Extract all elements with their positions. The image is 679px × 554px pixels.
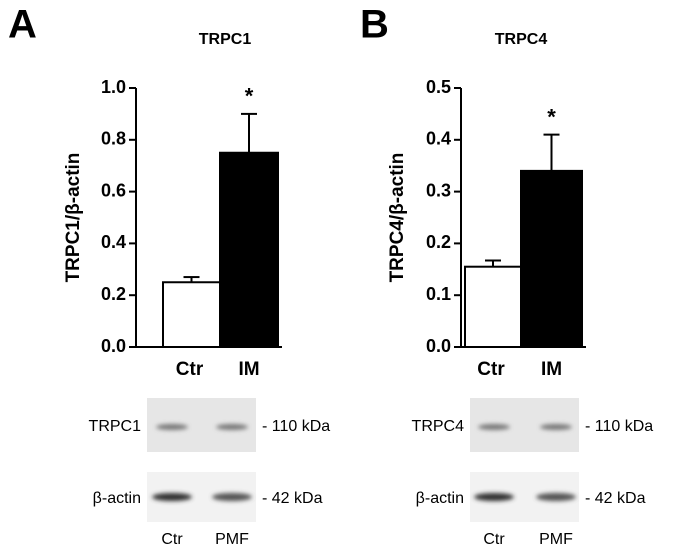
y-tick-label: 1.0 [101, 77, 126, 97]
blot-lane-label: Ctr [483, 531, 505, 548]
blot-row-label: TRPC1 [89, 418, 142, 435]
blot-size-label: - 42 kDa [262, 490, 323, 507]
y-tick-label: 0.5 [426, 77, 451, 97]
chart-title: TRPC1 [199, 31, 252, 48]
blot-band [216, 424, 248, 430]
y-tick-label: 0.4 [101, 232, 126, 252]
y-tick-label: 0.6 [101, 180, 126, 200]
blot-band [152, 493, 192, 501]
y-axis-label: TRPC1/β-actin [63, 153, 84, 283]
y-tick-label: 0.2 [426, 232, 451, 252]
bar [520, 169, 583, 348]
panel-letter: A [8, 3, 37, 47]
y-tick-label: 0.2 [101, 284, 126, 304]
bar [464, 265, 522, 348]
y-tick-label: 0.8 [101, 129, 126, 149]
panel-letter: B [360, 3, 389, 47]
blot-row-label: β-actin [93, 490, 141, 507]
significance-mark: * [547, 104, 556, 129]
blot-size-label: - 110 kDa [262, 418, 330, 435]
blot-band [474, 493, 514, 501]
blot-band [212, 493, 252, 501]
x-tick-label: Ctr [477, 359, 505, 380]
bar [219, 151, 279, 348]
y-tick-label: 0.0 [426, 336, 451, 356]
blot-lane-label: Ctr [161, 531, 183, 548]
chart-title: TRPC4 [495, 31, 548, 48]
blot-size-label: - 110 kDa [585, 418, 653, 435]
y-tick-label: 0.0 [101, 336, 126, 356]
significance-mark: * [245, 84, 254, 109]
blot-row-label: TRPC4 [412, 418, 465, 435]
y-tick-label: 0.1 [426, 284, 451, 304]
blot-lane-label: PMF [215, 531, 249, 548]
bar [162, 281, 221, 348]
blot-band [478, 424, 510, 430]
x-tick-label: IM [238, 359, 259, 380]
y-axis-label: TRPC4/β-actin [387, 153, 408, 283]
blot-band [156, 424, 188, 430]
y-tick-label: 0.3 [426, 180, 451, 200]
x-tick-label: IM [541, 359, 562, 380]
x-tick-label: Ctr [176, 359, 204, 380]
blot-size-label: - 42 kDa [585, 490, 646, 507]
y-tick-label: 0.4 [426, 129, 451, 149]
blot-lane-label: PMF [539, 531, 573, 548]
blot-band [540, 424, 572, 430]
blot-row-label: β-actin [416, 490, 464, 507]
blot-band [536, 493, 576, 501]
